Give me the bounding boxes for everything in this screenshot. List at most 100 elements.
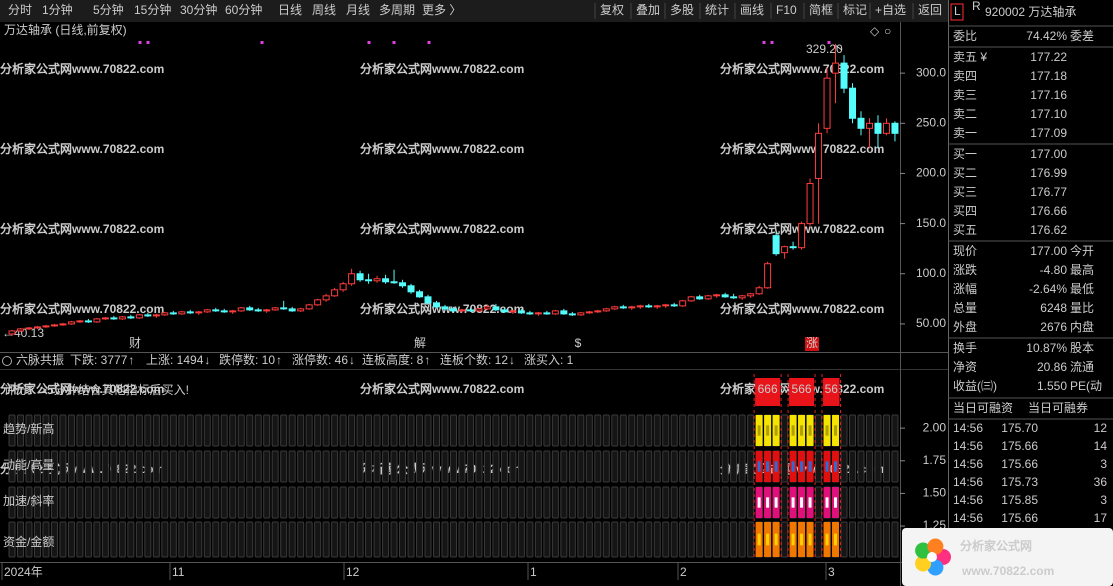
score: 56	[825, 382, 839, 396]
indicator-cell	[679, 486, 687, 519]
indicator-cell	[475, 521, 483, 558]
toolbar-button[interactable]: 统计	[705, 3, 729, 17]
indicator-cell	[390, 486, 398, 519]
indicator-cell	[560, 450, 568, 483]
toolbar-button[interactable]: 简框	[809, 3, 833, 17]
candle-body	[356, 273, 364, 281]
indicator-cell	[280, 414, 288, 447]
indicator-row-label: 资金/金额	[3, 534, 54, 549]
indicator-cell	[93, 521, 101, 558]
indicator-cell	[382, 521, 390, 558]
indicator-cell	[186, 521, 194, 558]
indicator-stat: 下跌: 3777	[70, 352, 128, 367]
indicator-cell	[815, 521, 823, 558]
watermark: 分析家公式网www.70822.com	[720, 301, 884, 316]
order-price: 176.66	[1030, 204, 1067, 218]
period-tab[interactable]: 1分钟	[42, 2, 73, 17]
toolbar-button[interactable]: 复权	[600, 3, 624, 17]
signal-core	[766, 497, 770, 508]
candle-body	[339, 283, 347, 291]
toolbar-button[interactable]: F10	[776, 3, 797, 17]
indicator-cell	[483, 486, 491, 519]
indicator-cell	[186, 414, 194, 447]
candle-body	[220, 310, 228, 313]
candle-body	[577, 312, 585, 316]
y-tick-label: 2.00	[923, 420, 947, 434]
collapse-icon[interactable]	[2, 356, 12, 366]
indicator-cell	[297, 450, 305, 483]
order-label: 卖五 ¥	[953, 50, 987, 64]
indicator-cell	[670, 414, 678, 447]
watermark: 分析家公式网www.70822.com	[360, 141, 524, 156]
toolbar-button[interactable]: 多股	[670, 3, 694, 17]
indicator-cell	[594, 414, 602, 447]
period-tab[interactable]: 日线	[278, 3, 302, 17]
indicator-cell	[382, 450, 390, 483]
indicator-cell	[382, 486, 390, 519]
period-tab[interactable]: 更多 〉	[422, 3, 461, 17]
indicator-cell	[865, 450, 873, 483]
indicator-cell	[891, 521, 899, 558]
candle-body	[849, 87, 857, 119]
indicator-cell	[628, 450, 636, 483]
toolbar-button[interactable]: +自选	[875, 3, 906, 17]
period-tab[interactable]: 15分钟	[134, 2, 171, 17]
indicator-cell	[585, 521, 593, 558]
signal-core	[791, 461, 795, 472]
period-tab[interactable]: 60分钟	[225, 2, 262, 17]
indicator-cell	[619, 414, 627, 447]
period-tab[interactable]: 多周期	[379, 3, 415, 17]
order-label: 卖一	[953, 126, 977, 140]
indicator-cell	[568, 414, 576, 447]
indicator-cell	[679, 450, 687, 483]
x-tick-label: 2024年	[4, 565, 43, 579]
indicator-cell	[534, 521, 542, 558]
indicator-cell	[492, 521, 500, 558]
candle-body	[101, 317, 109, 320]
indicator-cell	[356, 414, 364, 447]
indicator-cell	[585, 486, 593, 519]
period-tab[interactable]: 5分钟	[93, 2, 124, 17]
indicator-cell	[433, 450, 440, 483]
indicator-cell	[339, 414, 347, 447]
indicator-cell	[169, 486, 177, 519]
indicator-cell	[169, 414, 177, 447]
arrow	[834, 44, 843, 51]
signal-core	[757, 533, 761, 546]
period-tab[interactable]: 月线	[346, 3, 370, 17]
candle-body	[93, 318, 101, 323]
indicator-cell	[653, 521, 661, 558]
indicator-cell	[577, 414, 585, 447]
indicator-cell	[390, 521, 398, 558]
indicator-cell	[67, 414, 75, 447]
stat-value: 1.550	[1037, 379, 1067, 393]
logo-bg	[902, 528, 1113, 586]
stat-label: PE(动	[1070, 379, 1102, 393]
indicator-cell	[747, 521, 755, 558]
indicator-cell	[399, 521, 407, 558]
toolbar-button[interactable]: 画线	[740, 3, 764, 17]
indicator-cell	[551, 521, 559, 558]
indicator-cell	[433, 486, 440, 519]
candle-body	[399, 282, 407, 287]
trade-volume: 3	[1100, 457, 1107, 471]
toolbar-button[interactable]: 标记	[843, 3, 867, 17]
toolbar-button[interactable]: 叠加	[636, 3, 660, 17]
toolbar-button[interactable]: 返回	[918, 3, 942, 17]
period-tab[interactable]: 30分钟	[180, 2, 217, 17]
indicator-cell	[738, 486, 746, 519]
indicator-cell	[246, 450, 254, 483]
period-tab[interactable]: 分时	[8, 3, 32, 17]
signal-dot	[367, 41, 371, 44]
signal-core	[774, 533, 778, 546]
indicator-cell	[679, 414, 687, 447]
signal-dot	[770, 41, 774, 44]
signal-core	[791, 497, 795, 508]
period-tab[interactable]: 周线	[312, 3, 336, 17]
indicator-cell	[254, 414, 262, 447]
indicator-cell	[195, 450, 203, 483]
indicator-cell	[849, 486, 857, 519]
indicator-cell	[645, 486, 653, 519]
y-tick-label: 1.50	[923, 486, 947, 500]
indicator-cell	[424, 521, 432, 558]
